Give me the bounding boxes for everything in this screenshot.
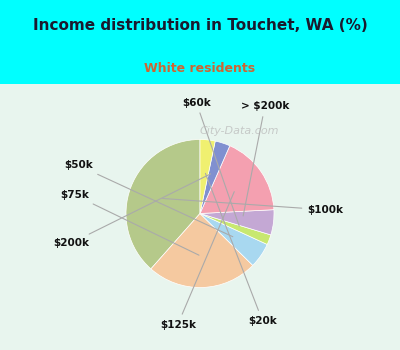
Wedge shape [200,140,215,214]
Text: $20k: $20k [206,173,277,326]
Text: $200k: $200k [53,174,211,248]
Wedge shape [151,214,253,287]
Text: $100k: $100k [163,198,343,215]
Wedge shape [200,214,267,265]
Text: White residents: White residents [144,62,256,75]
Wedge shape [200,210,274,235]
Text: $75k: $75k [60,190,199,255]
Wedge shape [200,141,230,214]
Text: City-Data.com: City-Data.com [199,126,279,135]
Text: $60k: $60k [182,98,239,226]
Text: $50k: $50k [64,160,233,237]
Wedge shape [126,140,200,269]
Wedge shape [200,146,274,214]
Text: > $200k: > $200k [241,101,289,216]
Wedge shape [200,214,271,244]
Text: Income distribution in Touchet, WA (%): Income distribution in Touchet, WA (%) [33,18,367,33]
Text: $125k: $125k [160,192,234,329]
